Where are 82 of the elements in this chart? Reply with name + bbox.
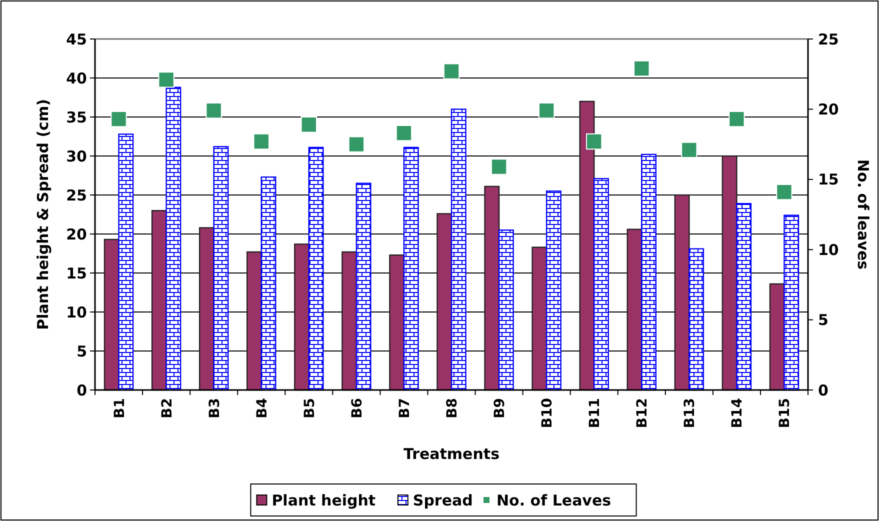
y-tick-label: 35 bbox=[66, 108, 87, 126]
y-tick-label: 5 bbox=[76, 342, 87, 360]
x-tick-label: B13 bbox=[682, 398, 698, 428]
legend-label: Spread bbox=[412, 491, 473, 510]
x-tick-label: B8 bbox=[444, 398, 460, 418]
bar bbox=[769, 283, 785, 391]
bar bbox=[389, 254, 405, 391]
x-tick-label: B14 bbox=[730, 398, 746, 428]
bar bbox=[213, 146, 229, 391]
y-tick-label: 15 bbox=[66, 264, 87, 282]
point bbox=[634, 60, 650, 77]
legend-label: No. of Leaves bbox=[496, 491, 612, 510]
x-axis-title: Treatments bbox=[403, 445, 500, 463]
bar bbox=[118, 134, 134, 391]
y-tick-label: 40 bbox=[66, 69, 87, 88]
bar bbox=[784, 214, 800, 391]
bar bbox=[260, 176, 276, 391]
x-tick-label: B2 bbox=[159, 398, 176, 418]
point bbox=[443, 63, 460, 80]
x-tick-label: B5 bbox=[302, 398, 318, 418]
x-tick-label: B1 bbox=[112, 398, 128, 418]
point bbox=[158, 72, 174, 88]
bar bbox=[104, 238, 120, 391]
y-tick-label: 30 bbox=[66, 147, 87, 166]
bar bbox=[498, 230, 514, 391]
y-axis-title: Plant height & Spread (cm) bbox=[34, 99, 52, 330]
bar bbox=[688, 248, 704, 391]
bar bbox=[736, 202, 752, 391]
bar bbox=[198, 227, 214, 391]
point bbox=[776, 184, 792, 200]
bar bbox=[166, 86, 182, 391]
point bbox=[110, 110, 127, 128]
x-tick-label: B11 bbox=[587, 398, 604, 428]
point bbox=[300, 116, 317, 133]
y-tick-label: 10 bbox=[66, 303, 87, 322]
x-tick-label: B10 bbox=[540, 398, 556, 428]
bar bbox=[594, 178, 609, 391]
x-tick-label: B12 bbox=[634, 398, 651, 428]
point bbox=[681, 142, 698, 158]
bar bbox=[342, 251, 358, 391]
bar bbox=[294, 244, 310, 391]
bar bbox=[626, 228, 642, 391]
bar bbox=[532, 246, 548, 391]
y-tick-label: 25 bbox=[66, 186, 87, 204]
y2-tick-label: 25 bbox=[818, 30, 839, 48]
point bbox=[586, 133, 602, 150]
point bbox=[206, 102, 222, 119]
y-tick-label: 45 bbox=[66, 30, 87, 48]
bar bbox=[674, 194, 690, 391]
bar bbox=[722, 155, 738, 391]
point bbox=[728, 110, 745, 128]
y2-tick-label: 10 bbox=[818, 240, 839, 259]
bar bbox=[484, 186, 500, 391]
bar bbox=[450, 108, 466, 391]
y-tick-label: 0 bbox=[76, 381, 87, 400]
y2-tick-label: 20 bbox=[818, 100, 839, 118]
bar bbox=[546, 190, 562, 391]
point bbox=[538, 102, 555, 119]
bar bbox=[641, 154, 656, 391]
y2-tick-label: 5 bbox=[818, 311, 828, 330]
y2-tick-label: 15 bbox=[818, 170, 839, 189]
y2-tick-label: 0 bbox=[818, 381, 828, 400]
x-tick-label: B6 bbox=[349, 398, 366, 418]
x-tick-label: B9 bbox=[492, 398, 508, 418]
legend-label: Plant height bbox=[272, 491, 376, 510]
x-tick-label: B15 bbox=[777, 398, 794, 428]
bar bbox=[356, 182, 372, 391]
x-tick-label: B7 bbox=[396, 398, 413, 418]
bar bbox=[151, 210, 167, 391]
point bbox=[490, 158, 508, 175]
bar bbox=[403, 146, 419, 391]
y-tick-label: 20 bbox=[66, 225, 87, 244]
bar bbox=[308, 146, 324, 391]
point bbox=[253, 133, 270, 150]
point bbox=[396, 124, 412, 142]
bar bbox=[436, 213, 452, 391]
point bbox=[348, 136, 365, 152]
y2-axis-title: No. of leaves bbox=[854, 159, 872, 270]
x-tick-label: B3 bbox=[206, 398, 223, 418]
bar bbox=[246, 251, 262, 391]
bar bbox=[579, 100, 595, 391]
x-tick-label: B4 bbox=[254, 398, 270, 418]
